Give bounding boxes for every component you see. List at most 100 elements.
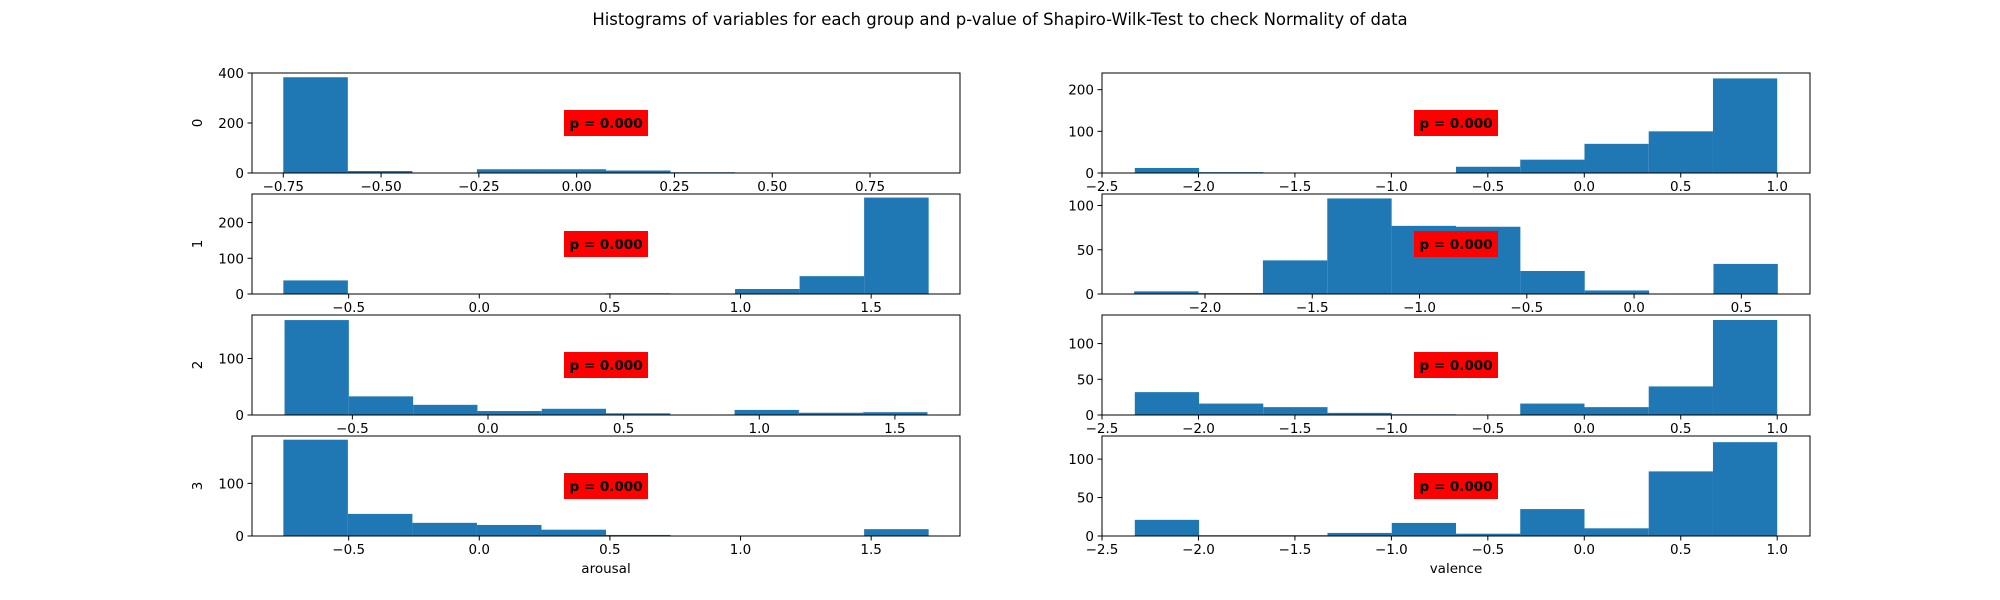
y-tick: 100 [1068,452,1102,468]
x-tick: 0.0 [1574,536,1595,558]
x-tick: −2.0 [1182,536,1215,558]
y-tick-label: 100 [1068,452,1094,468]
histogram-bar [1134,392,1200,415]
histogram-arousal-group-1: −0.5 0.0 0.5 1.0 1.5 0 100 200 1 p = 0.000 [190,193,961,316]
histogram-valence-group-2: −2.5 −2.0 −1.5 −1.0 −0.5 0.0 0.5 1.0 0 50 100 p = 0… [1068,314,1811,437]
x-tick-label: −0.5 [1471,421,1504,437]
p-value-annotation: p = 0.000 [1414,352,1498,378]
x-tick: 0.0 [469,294,490,316]
histogram-arousal-group-3: −0.5 0.0 0.5 1.0 1.5 0 100 3 arousal p = 0.000 [190,435,961,577]
x-tick: −0.5 [332,536,365,558]
x-tick: 0.5 [599,294,621,316]
y-tick-label: 0 [1085,166,1094,182]
histogram-bar [1327,532,1392,536]
x-tick: −2.5 [1086,536,1118,558]
x-tick-label: 0.5 [599,300,620,316]
y-tick-label: 0 [235,166,244,182]
y-tick-label: 100 [218,476,244,492]
y-tick-label: 100 [1068,337,1094,353]
y-tick-label: 0 [1085,287,1094,303]
x-tick-label: −1.5 [1296,300,1329,316]
x-tick: 0.0 [1574,415,1595,437]
x-tick: 0.75 [855,173,885,195]
y-tick-label: 0 [235,529,244,545]
x-tick-label: 0.0 [469,300,490,316]
x-tick-label: −1.0 [1375,421,1408,437]
histogram-valence-group-3: −2.5 −2.0 −1.5 −1.0 −0.5 0.0 0.5 1.0 0 50 100 valen… [1068,435,1811,577]
x-tick-label: −0.5 [332,300,365,316]
x-tick: −2.0 [1189,294,1221,316]
histogram-bar [1584,528,1649,536]
x-tick-label: 0.5 [1731,300,1752,316]
histogram-bar [1327,198,1392,294]
x-tick-label: 1.0 [749,421,770,437]
y-tick: 0 [1085,166,1102,182]
x-tick-label: 0.75 [855,179,885,195]
y-tick-label: 50 [1077,372,1094,388]
p-value-annotation: p = 0.000 [564,231,648,257]
x-tick: −0.5 [1471,536,1504,558]
y-tick: 100 [218,352,252,368]
histogram-bar [541,169,606,173]
p-value-annotation: p = 0.000 [564,110,648,136]
histogram-bar [283,77,348,173]
x-tick: 1.0 [730,536,751,558]
x-tick-label: 0.5 [1670,542,1691,558]
x-tick-label: 0.0 [1623,300,1644,316]
x-tick-label: −0.75 [263,179,304,195]
x-tick: 0.5 [613,415,634,437]
x-tick: −2.5 [1086,173,1119,195]
x-tick: 1.5 [884,415,906,437]
y-tick: 0 [1085,287,1102,303]
histogram-bar [1520,509,1585,536]
x-tick-label: −0.50 [360,179,401,195]
y-tick: 400 [218,66,252,82]
p-value-label: p = 0.000 [1419,116,1492,132]
x-tick-label: −1.5 [1279,542,1312,558]
histogram-bar [734,409,799,415]
histogram-bar [1712,320,1778,415]
y-tick-label: 50 [1077,243,1094,259]
x-tick-label: −2.0 [1182,179,1215,195]
histogram-arousal-group-0: −0.75 −0.50 −0.25 0.00 0.25 0.50 0.75 0 200 400 0 p… [190,66,961,195]
histogram-bar [1456,533,1521,536]
annotation-box [564,473,648,499]
x-tick: 0.5 [1731,294,1752,316]
x-tick: 0.50 [757,173,787,195]
y-tick-label: 50 [1077,491,1094,507]
x-tick: 0.5 [599,536,621,558]
y-tick: 50 [1077,243,1102,259]
y-tick: 50 [1077,372,1102,388]
x-tick: −1.0 [1375,536,1408,558]
x-tick: 1.0 [749,415,770,437]
histogram-bar [1584,143,1649,173]
x-tick: 0.5 [1670,173,1691,195]
histogram-bar [864,197,929,294]
axes-frame [251,314,961,416]
axes-frame [1101,193,1811,295]
histogram-bar [541,529,606,536]
x-tick-label: −2.5 [1086,179,1119,195]
x-tick: −0.50 [360,173,402,195]
x-tick-label: 0.5 [1670,421,1691,437]
x-tick-label: −2.0 [1182,542,1215,558]
histogram-bar [541,408,606,415]
y-tick: 200 [1068,83,1102,99]
histogram-bar [606,413,671,415]
histogram-bar [348,396,414,415]
x-tick-label: 0.0 [1574,421,1595,437]
annotation-box [1414,352,1498,378]
x-tick: −0.5 [1471,173,1504,195]
axes-frame [251,193,961,295]
annotation-box [564,231,648,257]
x-tick-label: −0.5 [1471,179,1504,195]
histogram-bar [1520,159,1585,173]
p-value-annotation: p = 0.000 [564,352,648,378]
y-tick: 200 [218,116,252,132]
p-value-label: p = 0.000 [1419,479,1492,495]
y-tick: 100 [1068,337,1102,353]
y-tick: 100 [1068,124,1102,140]
p-value-label: p = 0.000 [1419,237,1492,253]
x-tick-label: 0.5 [613,421,634,437]
x-tick: −0.5 [336,415,369,437]
